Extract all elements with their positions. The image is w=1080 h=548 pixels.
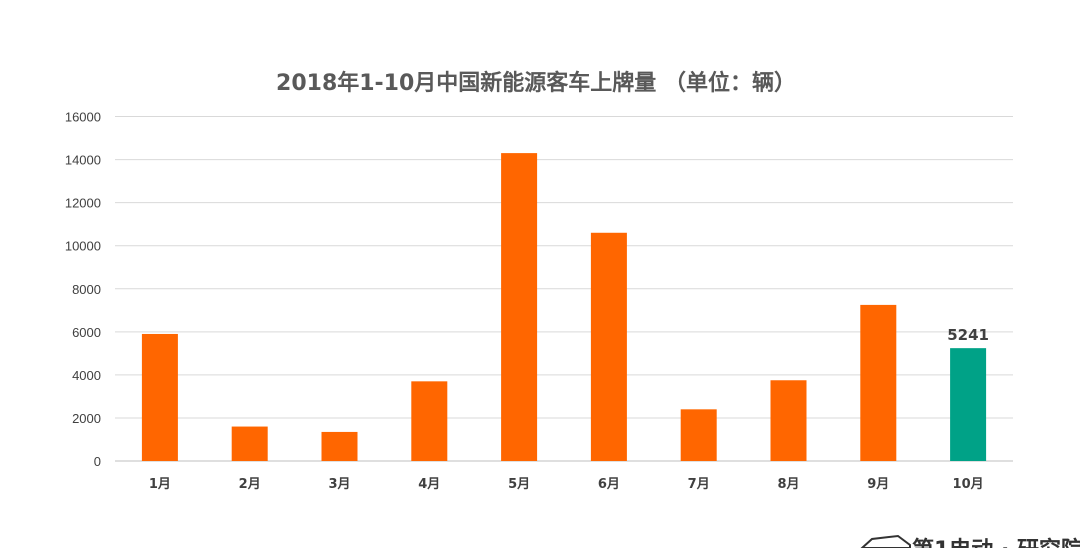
- data-labels: 5241: [947, 326, 989, 344]
- bar: [411, 381, 448, 461]
- x-axis-category-labels: 1月 2月 3月 4月 5月 6月 7月 8月 9月 10月: [149, 477, 984, 492]
- watermark: 第1电动 · 研究院: [860, 534, 1080, 548]
- watermark-text: 第1电动 · 研究院: [912, 537, 1080, 548]
- y-tick-label: 12000: [65, 196, 101, 211]
- x-tick-label: 6月: [598, 477, 620, 492]
- chart-title: 2018年1-10月中国新能源客车上牌量 （单位：辆）: [276, 70, 796, 96]
- x-tick-label: 3月: [328, 477, 350, 492]
- bars: [141, 153, 987, 461]
- bar: [680, 409, 717, 461]
- y-tick-label: 6000: [72, 325, 101, 340]
- y-tick-label: 10000: [65, 239, 101, 254]
- y-axis-tick-labels: 0 2000 4000 6000 8000 10000 12000 14000 16000: [65, 110, 101, 470]
- y-tick-label: 16000: [65, 110, 101, 125]
- bar: [770, 380, 807, 461]
- x-tick-label: 7月: [688, 477, 710, 492]
- x-tick-label: 8月: [777, 477, 799, 492]
- car-logo-icon: [860, 534, 911, 548]
- bar: [860, 304, 897, 461]
- bar: [950, 348, 987, 461]
- y-tick-label: 8000: [72, 282, 101, 297]
- bar: [321, 431, 358, 461]
- y-tick-label: 4000: [72, 368, 101, 383]
- x-tick-label: 9月: [867, 477, 889, 492]
- y-tick-label: 0: [94, 454, 101, 469]
- y-tick-label: 14000: [65, 153, 101, 168]
- x-tick-label: 1月: [149, 477, 171, 492]
- bar: [501, 153, 538, 461]
- x-tick-label: 2月: [239, 477, 261, 492]
- data-label: 5241: [947, 326, 989, 344]
- x-tick-label: 10月: [953, 477, 984, 492]
- y-tick-label: 2000: [72, 411, 101, 426]
- bar: [590, 232, 627, 461]
- x-tick-label: 4月: [418, 477, 440, 492]
- bar: [231, 426, 268, 461]
- x-tick-label: 5月: [508, 477, 530, 492]
- bar: [141, 333, 178, 461]
- gridlines: [115, 116, 1013, 462]
